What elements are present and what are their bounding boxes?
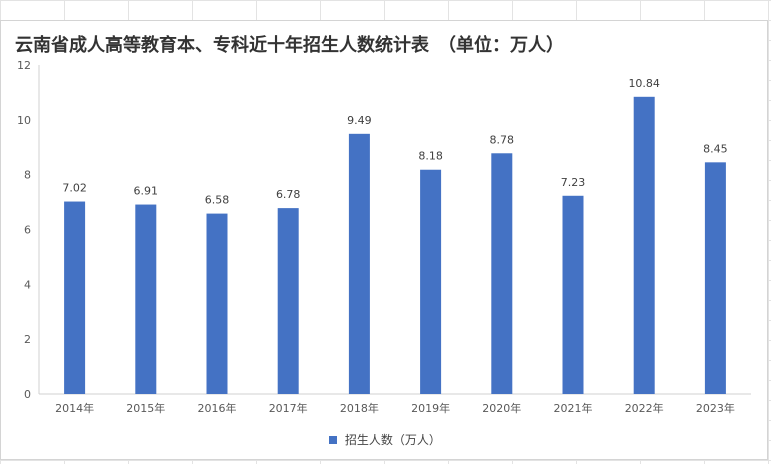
x-tick-label: 2020年 [482, 401, 521, 415]
chart-container[interactable]: 云南省成人高等教育本、专科近十年招生人数统计表 （单位：万人） 0 2 4 6 8 10 1… [0, 20, 768, 460]
bar [348, 133, 370, 394]
y-tick-label: 2 [24, 333, 31, 346]
x-tick-label: 2015年 [126, 401, 165, 415]
data-label: 7.23 [561, 176, 586, 189]
y-tick-label: 6 [24, 224, 31, 237]
x-tick-label: 2017年 [269, 401, 308, 415]
data-label: 8.18 [418, 150, 443, 163]
y-tick-label: 12 [17, 59, 31, 72]
bar [491, 153, 513, 394]
bar [206, 213, 228, 394]
bar [704, 162, 726, 394]
chart-legend: 招生人数（万人） [1, 431, 769, 448]
x-tick-label: 2022年 [625, 401, 664, 415]
data-label: 6.58 [205, 194, 230, 207]
x-tick-label: 2019年 [411, 401, 450, 415]
data-label: 8.45 [703, 142, 728, 155]
bar [64, 201, 86, 394]
x-tick-label: 2016年 [198, 401, 237, 415]
legend-swatch [329, 436, 338, 444]
x-tick-label: 2023年 [696, 401, 735, 415]
data-label: 8.78 [490, 133, 515, 146]
bar-chart: 0 2 4 6 8 10 12 2014年 2015年 2016年 2017年 2018年 2019年… [17, 59, 751, 415]
data-labels: 7.02 6.91 6.58 6.78 9.49 8.18 8.78 7.23 10.84 8.4… [62, 77, 727, 207]
bar [277, 208, 299, 394]
legend-label: 招生人数（万人） [344, 433, 441, 447]
x-tick-label: 2021年 [554, 401, 593, 415]
x-axis: 2014年 2015年 2016年 2017年 2018年 2019年 2020年 2021年… [39, 393, 751, 415]
bar [420, 169, 442, 394]
bar [562, 195, 584, 394]
data-label: 7.02 [62, 182, 87, 195]
bar [135, 204, 157, 394]
y-tick-label: 10 [17, 114, 31, 127]
data-label: 9.49 [347, 114, 372, 127]
data-label: 6.78 [276, 188, 301, 201]
x-tick-label: 2018年 [340, 401, 379, 415]
chart-title: 云南省成人高等教育本、专科近十年招生人数统计表 （单位：万人） [15, 35, 564, 56]
y-tick-label: 8 [24, 169, 31, 182]
data-label: 10.84 [628, 77, 660, 90]
y-tick-label: 0 [24, 388, 31, 401]
x-tick-label: 2014年 [55, 401, 94, 415]
y-axis: 0 2 4 6 8 10 12 [17, 59, 40, 401]
data-label: 6.91 [134, 185, 159, 198]
bar-series [64, 96, 726, 394]
y-tick-label: 4 [24, 278, 31, 291]
bar [633, 96, 655, 394]
